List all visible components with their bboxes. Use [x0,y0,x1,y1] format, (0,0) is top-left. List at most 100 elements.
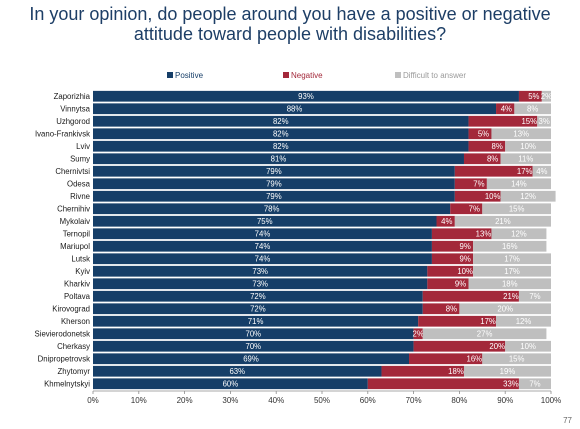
data-label: 18% [448,367,464,376]
data-label: 21% [495,217,511,226]
bar-segment-difficult [518,378,551,390]
data-label: 82% [273,142,289,151]
data-label: 9% [459,242,470,251]
legend-swatch-2 [283,72,289,78]
data-label: 8% [487,155,498,164]
data-label: 5% [528,92,539,101]
category-label: Chernivtsi [55,167,90,176]
data-label: 17% [480,317,496,326]
data-label: 79% [266,180,282,189]
legend-swatch-3 [395,72,401,78]
category-label: Lviv [76,142,90,151]
bar-segment-positive [93,178,455,190]
data-label: 15% [509,355,525,364]
chart-title-line-1: In your opinion, do people around you ha… [29,4,551,24]
data-label: 8% [446,305,457,314]
category-label: Chernihiv [57,205,90,214]
data-label: 72% [250,305,266,314]
x-tick-label: 40% [268,396,284,405]
category-label: Uzhgorod [56,117,90,126]
data-label: 17% [504,255,520,264]
data-label: 8% [527,105,538,114]
category-label: Sievierodonetsk [35,330,91,339]
data-label: 13% [476,230,492,239]
bar-segment-negative [431,253,474,265]
chart-title: In your opinion, do people around you ha… [0,4,580,44]
bar-segment-positive [93,340,414,352]
bar-segment-difficult [459,303,551,315]
bar-segment-positive [93,153,464,165]
data-label: 19% [500,367,516,376]
data-label: 10% [485,192,501,201]
bar-segment-difficult [518,290,551,302]
data-label: 12% [520,192,536,201]
data-label: 82% [273,117,289,126]
data-label: 74% [255,230,271,239]
data-label: 16% [502,242,518,251]
x-tick-label: 90% [497,396,513,405]
data-label: 18% [502,280,518,289]
bar-segment-difficult [482,353,551,365]
data-label: 17% [504,267,520,276]
bar-segment-positive [93,190,455,202]
data-label: 10% [520,342,536,351]
data-label: 4% [536,167,547,176]
data-label: 60% [223,380,239,389]
data-label: 15% [509,205,525,214]
x-tick-label: 20% [177,396,193,405]
legend-swatch-1 [167,72,173,78]
bar-segment-negative [413,340,506,352]
bar-segment-positive [93,378,368,390]
data-label: 81% [271,155,287,164]
data-label: 5% [478,130,489,139]
bar-segment-negative [431,240,474,252]
data-label: 12% [516,317,532,326]
data-label: 88% [287,105,303,114]
data-label: 20% [489,342,505,351]
bar-segment-positive [93,203,451,215]
bar-segment-negative [454,165,533,177]
bar-segment-difficult [491,128,551,140]
data-label: 20% [497,305,513,314]
bar-segment-difficult [473,240,547,252]
bar-segment-negative [381,365,464,377]
data-label: 3% [538,117,549,126]
category-label: Kherson [61,317,90,326]
bar-segment-negative [450,203,483,215]
category-label: Ivano-Frankivsk [35,130,90,139]
data-label: 7% [469,205,480,214]
data-label: 2% [541,92,552,101]
bar-segment-positive [93,90,519,102]
data-label: 79% [266,167,282,176]
bar-segment-negative [454,190,501,202]
bar-segment-positive [93,278,428,290]
data-label: 16% [466,355,482,364]
category-label: Kyiv [75,267,90,276]
bar-segment-positive [93,290,423,302]
data-label: 70% [245,330,261,339]
bar-segment-difficult [468,278,551,290]
category-label: Ternopil [63,230,91,239]
bar-segment-negative [468,140,506,152]
category-label: Sumy [70,155,90,164]
bar-segment-difficult [537,115,551,127]
bar-segment-difficult [505,140,551,152]
category-label: Dnipropetrovsk [38,355,91,364]
bar-segment-negative [422,290,519,302]
x-tick-label: 30% [222,396,238,405]
bar-segment-negative [409,353,483,365]
bar-segment-positive [93,265,428,277]
bar-segment-positive [93,215,437,227]
data-label: 17% [517,167,533,176]
category-label: Kirovograd [52,305,90,314]
data-label: 33% [503,380,519,389]
data-label: 15% [521,117,537,126]
bar-segment-difficult [532,165,551,177]
bar-segment-positive [93,115,469,127]
data-label: 70% [245,342,261,351]
bar-segment-negative [431,228,492,240]
data-label: 21% [503,292,519,301]
bar-segment-negative [427,265,474,277]
data-label: 74% [255,242,271,251]
